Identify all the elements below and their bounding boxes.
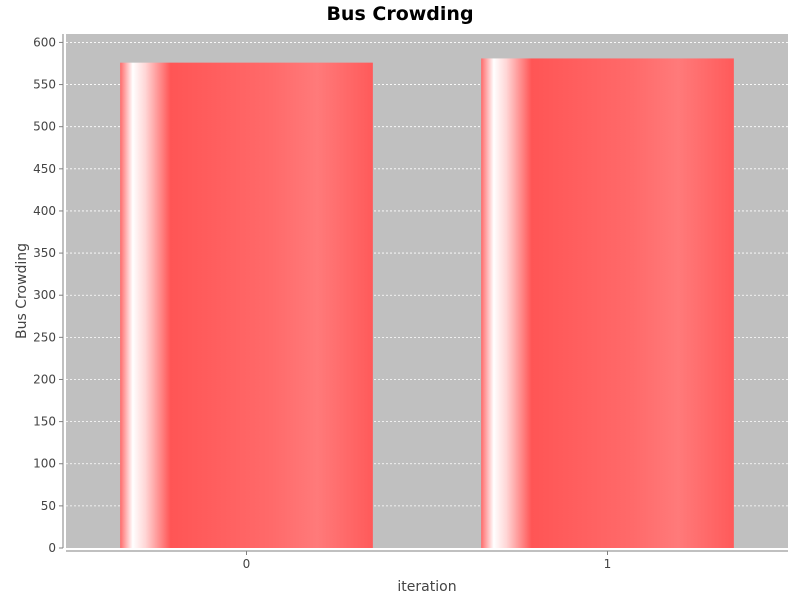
y-tick-label: 600 xyxy=(33,35,56,49)
y-tick-label: 350 xyxy=(33,246,56,260)
y-tick-label: 100 xyxy=(33,457,56,471)
y-tick-label: 450 xyxy=(33,162,56,176)
y-tick-label: 500 xyxy=(33,120,56,134)
y-tick-label: 550 xyxy=(33,78,56,92)
bar-0 xyxy=(120,62,373,549)
x-tick-label: 1 xyxy=(604,557,612,571)
y-axis-title: Bus Crowding xyxy=(14,243,30,339)
bar-1 xyxy=(481,58,734,548)
bars xyxy=(120,58,734,549)
x-axis-title: iteration xyxy=(397,579,456,595)
y-tick-label: 400 xyxy=(33,204,56,218)
y-tick-label: 150 xyxy=(33,415,56,429)
y-tick-label: 300 xyxy=(33,288,56,302)
y-tick-label: 50 xyxy=(41,499,56,513)
y-axis-ticks: 0 50 100 150 200 250 300 350 400 450 500 550 600 xyxy=(33,35,63,555)
chart-title: Bus Crowding xyxy=(326,3,473,25)
y-tick-label: 250 xyxy=(33,330,56,344)
x-tick-label: 0 xyxy=(243,557,251,571)
y-tick-label: 0 xyxy=(48,541,56,555)
y-tick-label: 200 xyxy=(33,372,56,386)
